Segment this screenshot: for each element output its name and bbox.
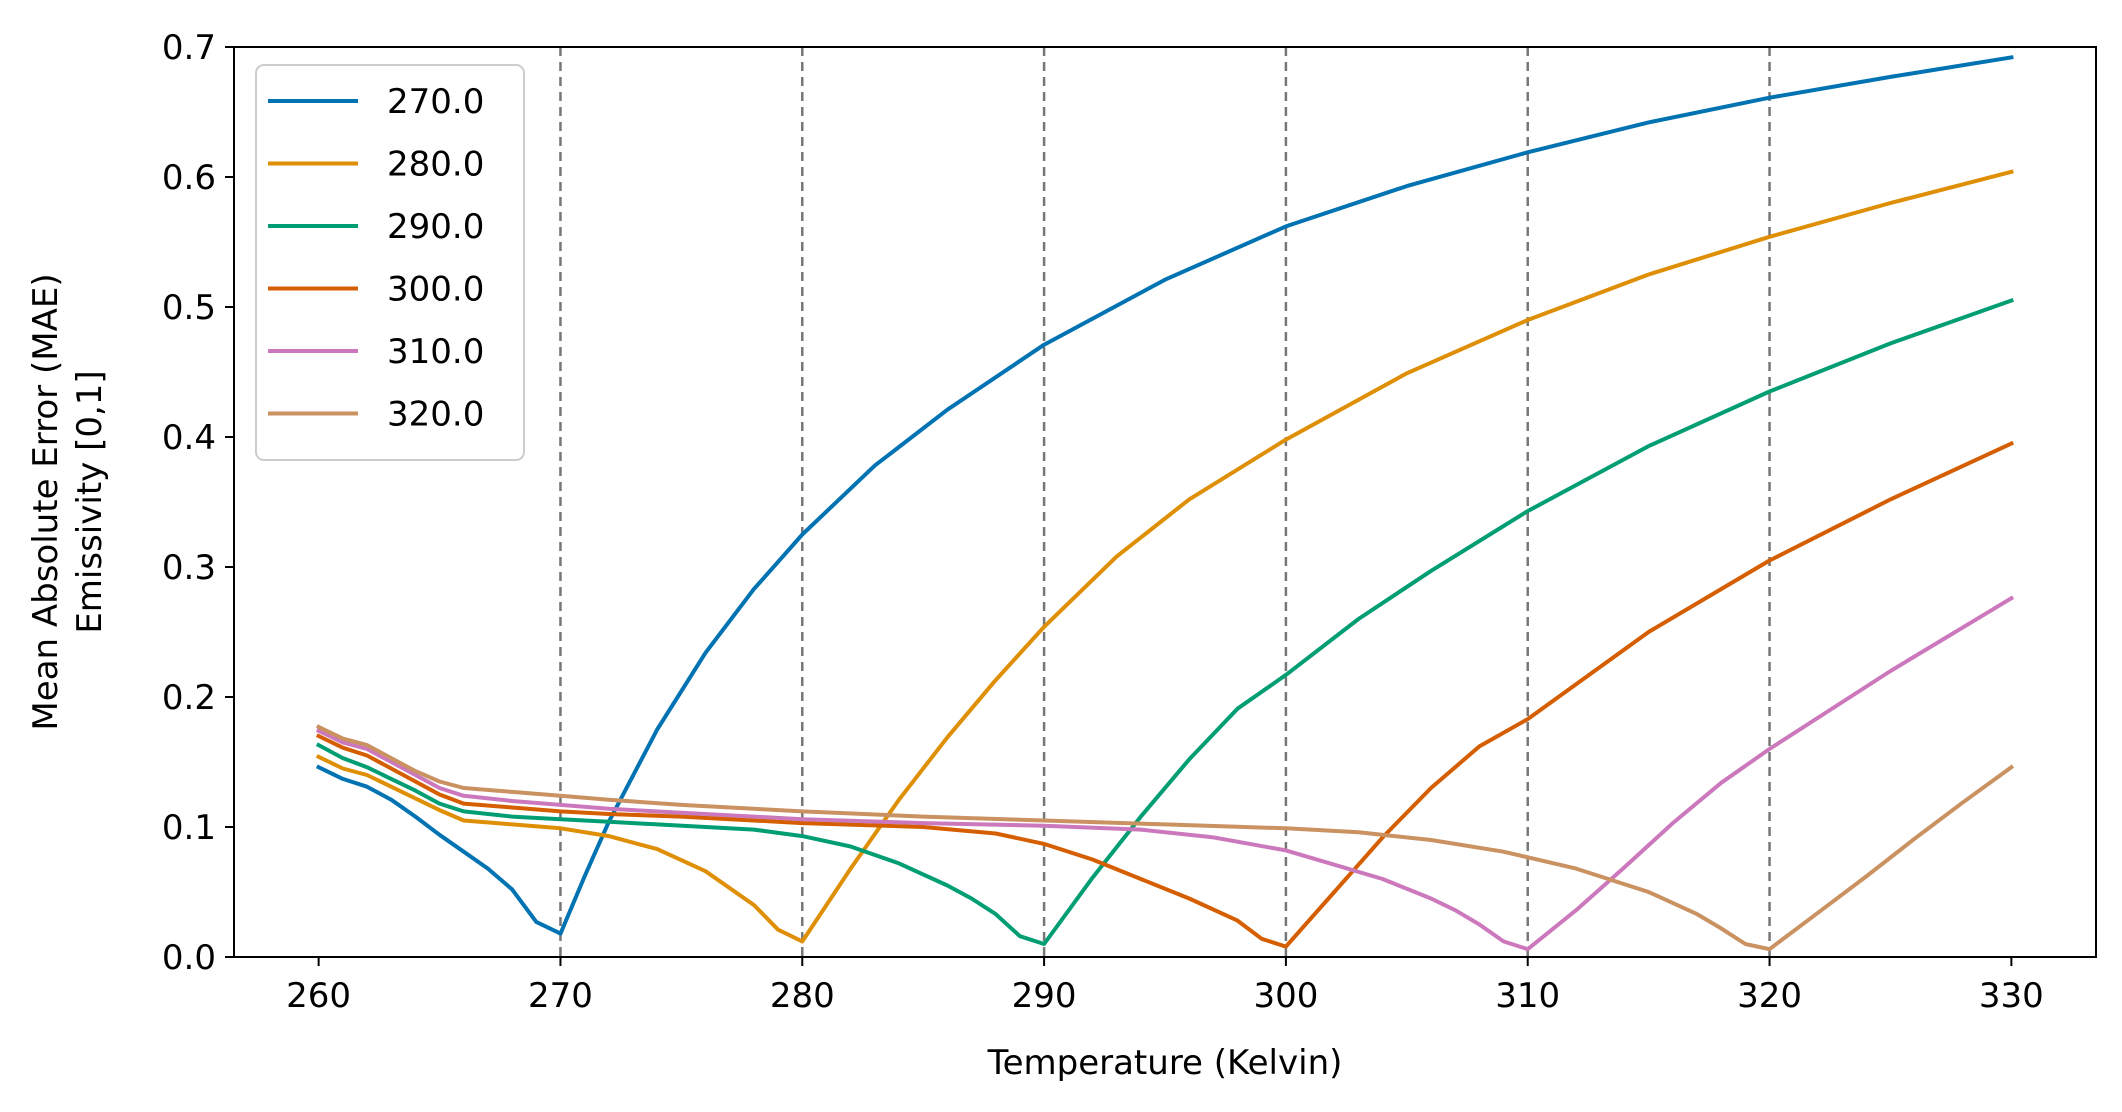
y-tick-label: 0.0 bbox=[162, 938, 216, 978]
x-tick-label: 300 bbox=[1253, 976, 1318, 1016]
series-line-320.0 bbox=[315, 724, 2015, 952]
y-tick-label: 0.6 bbox=[162, 158, 216, 198]
x-tick-label: 270 bbox=[528, 976, 593, 1016]
y-tick-label: 0.4 bbox=[162, 418, 216, 458]
series-line-300.0 bbox=[315, 440, 2015, 949]
y-axis: 0.0 0.1 0.2 0.3 0.4 0.5 0.6 0.7 bbox=[162, 28, 234, 978]
legend: 270.0 280.0 290.0 300.0 310.0 320.0 bbox=[255, 64, 525, 461]
plot-area-frame bbox=[233, 46, 2097, 958]
reference-lines bbox=[559, 47, 1771, 957]
y-tick-label: 0.3 bbox=[162, 548, 216, 588]
series-line-280.0 bbox=[315, 169, 2014, 944]
legend-label: 320.0 bbox=[387, 395, 484, 435]
y-axis-label-line-2: Emissivity [0,1] bbox=[70, 370, 110, 633]
legend-label: 270.0 bbox=[387, 82, 484, 122]
x-tick-label: 260 bbox=[286, 976, 351, 1016]
x-tick-label: 290 bbox=[1012, 976, 1077, 1016]
legend-label: 300.0 bbox=[387, 270, 484, 310]
x-tick-label: 310 bbox=[1495, 976, 1560, 1016]
legend-label: 280.0 bbox=[387, 145, 484, 185]
legend-label: 290.0 bbox=[387, 207, 484, 247]
series-line-270.0 bbox=[315, 55, 2014, 936]
series-lines bbox=[315, 55, 2015, 952]
y-tick-label: 0.2 bbox=[162, 678, 216, 718]
x-tick-label: 330 bbox=[1979, 976, 2044, 1016]
x-axis-label: Temperature (Kelvin) bbox=[987, 1043, 1343, 1083]
x-tick-label: 320 bbox=[1737, 976, 1802, 1016]
x-tick-label: 280 bbox=[770, 976, 835, 1016]
y-tick-label: 0.7 bbox=[162, 28, 216, 68]
x-axis: 260 270 280 290 300 310 320 330 bbox=[286, 957, 2044, 1016]
legend-label: 310.0 bbox=[387, 332, 484, 372]
y-tick-label: 0.1 bbox=[162, 808, 216, 848]
y-axis-label-line-1: Mean Absolute Error (MAE) bbox=[26, 273, 66, 730]
series-line-310.0 bbox=[315, 595, 2015, 952]
y-tick-label: 0.5 bbox=[162, 288, 216, 328]
series-line-290.0 bbox=[315, 297, 2014, 946]
